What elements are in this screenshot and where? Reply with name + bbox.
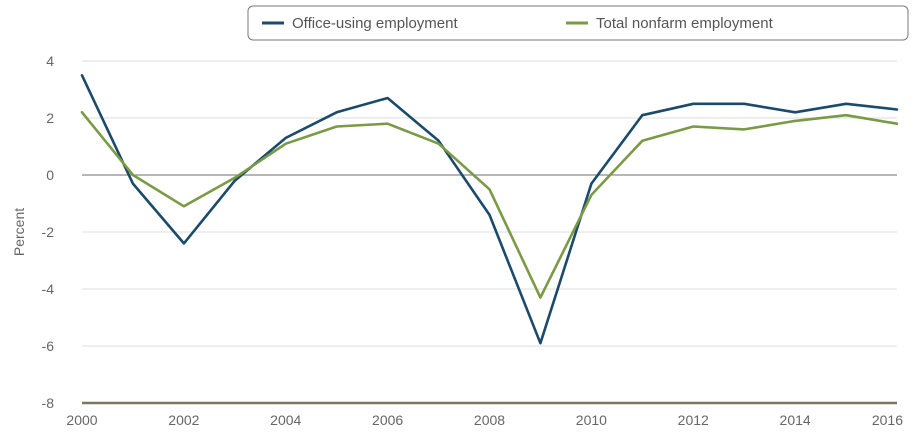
y-tick-label: -4 [42, 281, 55, 297]
tick-labels: 4 2 0 -2 -4 -6 -8 2000 2002 2004 2006 2008 2010 2012 2… [42, 53, 904, 428]
x-tick-label: 2004 [270, 412, 301, 428]
x-tick-label: 2010 [576, 412, 607, 428]
x-tick-label: 2016 [872, 412, 903, 428]
y-tick-label: -2 [42, 224, 55, 240]
legend-label: Total nonfarm employment [596, 15, 774, 32]
legend-label: Office-using employment [292, 15, 458, 32]
x-tick-label: 2000 [66, 412, 97, 428]
gridlines [82, 60, 897, 347]
legend: Office-using employment Total nonfarm emp… [247, 5, 909, 41]
series-line-office-using-employment [80, 74, 899, 345]
series-lines [80, 74, 899, 345]
y-tick-label: 0 [46, 167, 54, 183]
x-tick-label: 2014 [780, 412, 811, 428]
y-tick-label: 2 [46, 110, 54, 126]
y-tick-label: -6 [42, 338, 55, 354]
y-axis-title: Percent [11, 208, 27, 256]
x-tick-label: 2008 [474, 412, 505, 428]
series-line-total-nonfarm-employment [80, 111, 899, 299]
axes [82, 174, 897, 405]
y-tick-label: 4 [46, 53, 54, 69]
x-tick-label: 2012 [678, 412, 709, 428]
y-tick-label: -8 [42, 395, 55, 411]
x-tick-label: 2002 [168, 412, 199, 428]
x-tick-label: 2006 [372, 412, 403, 428]
